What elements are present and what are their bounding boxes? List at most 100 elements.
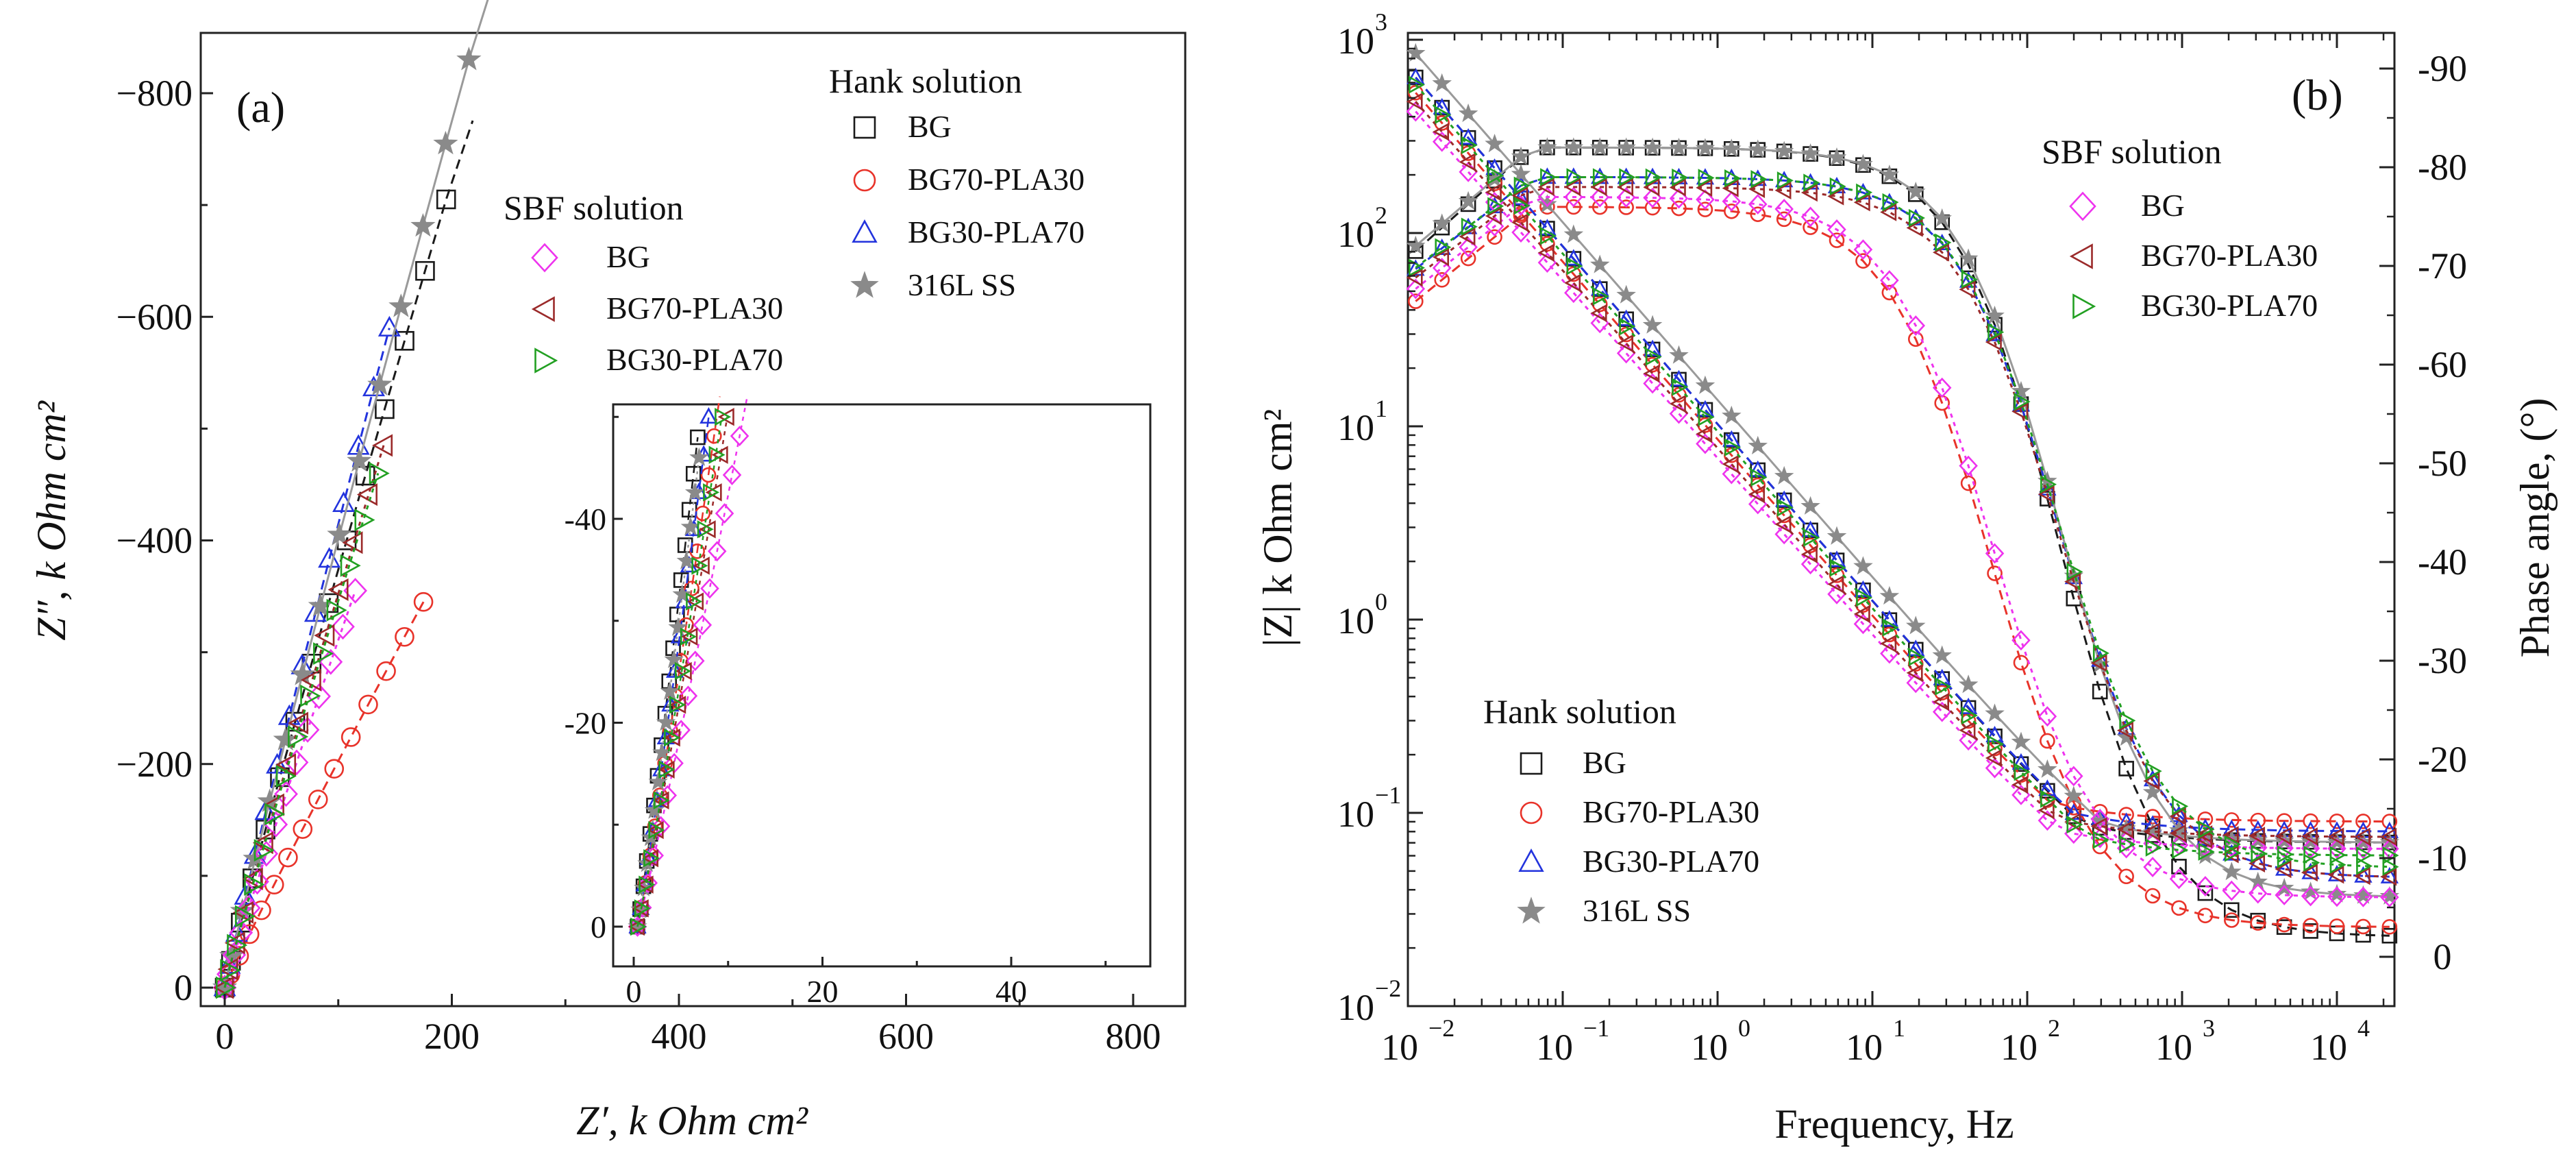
panel-b-phase-point bbox=[1409, 258, 1425, 277]
inset-data-point bbox=[687, 592, 704, 611]
panel-b-phase-point bbox=[2327, 883, 2347, 903]
inset-data-point bbox=[684, 581, 699, 596]
panel-b-phase-point bbox=[1987, 565, 2003, 581]
panel-a-data-point bbox=[288, 725, 309, 748]
panel-b-phase-point bbox=[1695, 138, 1716, 157]
panel-b-phase-point bbox=[1748, 139, 1768, 158]
panel-b-phase-point bbox=[1774, 199, 1794, 219]
inset-data-point bbox=[685, 465, 702, 482]
panel-a-data-point bbox=[342, 531, 363, 554]
panel-b-phase-point bbox=[2171, 900, 2187, 916]
panel-b-phase-point bbox=[1987, 323, 2005, 341]
panel-b-phase-point bbox=[1669, 178, 1686, 197]
panel-b-phase-point bbox=[1800, 183, 1818, 202]
panel-b-hank-legend-marker bbox=[1520, 801, 1543, 825]
panel-b-hank-legend: Hank solution BG BG70-PLA30 BG30-PLA70 316L… bbox=[1483, 692, 1759, 928]
panel-b-y-tick-label: 10 bbox=[1337, 214, 1374, 255]
panel-b-phase-point bbox=[1592, 199, 1608, 215]
panel-b-phase-point bbox=[1460, 250, 1476, 267]
panel-b-phase-point bbox=[1882, 193, 1899, 212]
panel-b-phase-point bbox=[2143, 772, 2160, 790]
panel-b-phase-point bbox=[1985, 332, 2002, 352]
panel-a-data-point bbox=[218, 953, 241, 974]
panel-b-impedance-point bbox=[1854, 580, 1872, 597]
panel-b-impedance-point bbox=[1589, 254, 1610, 273]
panel-b-phase-point bbox=[1933, 234, 1951, 251]
panel-a-hank-legend-marker bbox=[852, 219, 878, 243]
panel-b-impedance-point bbox=[1619, 317, 1636, 336]
panel-a-data-point bbox=[388, 293, 414, 317]
panel-b-impedance-point bbox=[1459, 127, 1478, 145]
panel-b-impedance-point bbox=[2329, 846, 2346, 864]
inset-data-point bbox=[671, 720, 691, 741]
panel-b-series-4 bbox=[1406, 101, 2399, 908]
panel-a-data-point bbox=[369, 462, 390, 485]
panel-b-impedance-point bbox=[1511, 213, 1528, 232]
panel-b-phase-point bbox=[1432, 213, 1452, 232]
panel-b-x-tick-label: 10 bbox=[2001, 1027, 2038, 1068]
panel-b-impedance-point bbox=[2380, 827, 2397, 846]
panel-b-phase-point bbox=[2251, 844, 2268, 863]
panel-b-impedance-point bbox=[1485, 183, 1502, 202]
panel-b-impedance-point bbox=[2119, 835, 2136, 854]
panel-b-impedance-point bbox=[1564, 273, 1581, 293]
inset-data-point bbox=[715, 408, 732, 426]
panel-b-phase-point bbox=[1566, 168, 1583, 186]
panel-b-impedance-point bbox=[2249, 827, 2266, 845]
panel-b-phase-point bbox=[1408, 293, 1424, 309]
panel-a-data bbox=[212, 0, 489, 1001]
panel-b-y-tick-label: 10 bbox=[1337, 987, 1374, 1028]
inset-data-point bbox=[653, 791, 670, 810]
panel-b-impedance-point bbox=[1906, 663, 1923, 683]
panel-a-series-fit-line bbox=[223, 590, 357, 988]
panel-b-impedance-point bbox=[2038, 759, 2057, 778]
inset-data-point bbox=[711, 445, 728, 464]
panel-b-phase-point bbox=[2301, 863, 2318, 882]
inset-data-point bbox=[630, 917, 647, 936]
panel-b-phase-point bbox=[1908, 208, 1925, 228]
panel-a-y-axis-label: Z″, k Ohm cm² bbox=[29, 400, 74, 641]
panel-b-phase-axis-label: Phase angle, (°) bbox=[2512, 398, 2558, 658]
panel-a-y-tick-label: 0 bbox=[174, 967, 193, 1008]
panel-b-impedance-point bbox=[1669, 394, 1686, 413]
panel-a-frame bbox=[199, 32, 1187, 1008]
inset-data-point bbox=[680, 517, 701, 536]
panel-b-impedance-point bbox=[2064, 803, 2083, 820]
panel-b-phase-point bbox=[2327, 865, 2344, 884]
panel-b-impedance-point bbox=[1433, 123, 1450, 141]
panel-a-sbf-legend-marker bbox=[534, 347, 558, 374]
panel-b-y-tick-exponent: 3 bbox=[1375, 8, 1387, 36]
panel-b-y-tick-label: 10 bbox=[1337, 21, 1374, 62]
panel-b-x-tick-label: 10 bbox=[1381, 1027, 1418, 1068]
panel-b-phase-point bbox=[1642, 137, 1663, 156]
panel-b-phase-point bbox=[2353, 885, 2373, 904]
panel-b-impedance-point bbox=[1748, 435, 1768, 455]
panel-b-impedance-point bbox=[1908, 648, 1925, 666]
panel-a-data-point bbox=[395, 330, 414, 351]
panel-b-y-tick-exponent: −2 bbox=[1375, 975, 1401, 1002]
inset-data-point bbox=[660, 681, 680, 700]
inset-data-point bbox=[639, 872, 658, 894]
panel-a-data-point bbox=[229, 919, 253, 946]
panel-a-data-point bbox=[326, 598, 347, 622]
panel-b-phase-tick-label: -30 bbox=[2418, 640, 2467, 681]
panel-b-x-tick-exponent: −2 bbox=[1428, 1014, 1454, 1042]
inset-data-point bbox=[680, 627, 697, 646]
panel-b-phase-point bbox=[2224, 902, 2240, 918]
panel-b-phase-point bbox=[2169, 868, 2189, 890]
inset-data-point bbox=[656, 727, 675, 744]
panel-a-data-point bbox=[415, 260, 435, 281]
panel-a-data-point bbox=[327, 578, 349, 601]
panel-a-series-fit-line bbox=[223, 601, 425, 988]
panel-b-impedance-point bbox=[1800, 545, 1818, 563]
panel-a-data-point bbox=[331, 613, 355, 640]
panel-b-impedance-point bbox=[1800, 496, 1820, 515]
inset-data-point bbox=[674, 661, 691, 681]
panel-b-phase-point bbox=[2355, 918, 2371, 935]
panel-b-phase-point bbox=[2329, 855, 2346, 874]
panel-b-phase-point bbox=[1724, 169, 1742, 188]
panel-b-impedance-point bbox=[2355, 814, 2371, 829]
panel-b-phase-point bbox=[1958, 248, 1979, 267]
